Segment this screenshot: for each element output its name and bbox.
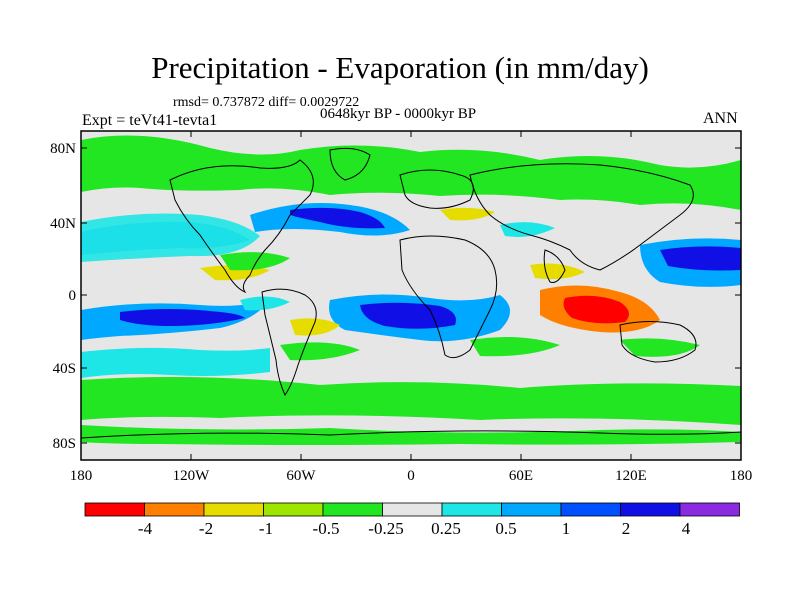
colorbar-swatch [84, 502, 145, 517]
coast-greenland [329, 147, 371, 181]
colorbar-label: 0.25 [431, 519, 461, 538]
field-yellow-subtrop-2 [290, 318, 340, 336]
lon-label-120e: 120E [615, 468, 647, 484]
coast-asia [469, 163, 694, 271]
lon-label-120w: 120W [172, 468, 210, 484]
lat-label-40s: 40S [52, 361, 76, 377]
lon-label-180e: 180 [729, 468, 753, 484]
colorbar-label: 4 [681, 519, 691, 538]
lat-ticks [81, 147, 741, 444]
colorbar-swatch [501, 502, 562, 517]
colorbar-swatch [620, 502, 681, 517]
field-south-green [81, 376, 741, 425]
lat-label-40n: 40N [50, 216, 76, 232]
coast-india [543, 249, 566, 283]
field-itcz-pacific-dark [120, 309, 245, 326]
lon-label-60e: 60E [508, 468, 534, 484]
coast-europe [399, 169, 474, 209]
field-green-trop-3 [470, 336, 560, 357]
field-npacific-cyan [81, 213, 260, 262]
coast-north-america [169, 159, 314, 294]
colorbar-label: 0.5 [495, 519, 517, 538]
colorbar-label: -0.5 [312, 519, 340, 538]
colorbar-swatch [263, 502, 324, 517]
colorbar-label: 2 [621, 519, 631, 538]
colorbar-swatch [203, 502, 264, 517]
field-green-trop-2 [280, 342, 360, 361]
field-arctic-green [81, 135, 741, 210]
season-label: ANN [703, 110, 738, 127]
field-natlantic-dark [290, 207, 385, 229]
field-wpacific-dark [660, 246, 741, 271]
colorbar-label: -1 [258, 519, 274, 538]
coast-south-america [261, 288, 317, 396]
field-yellow-subtrop-3 [440, 207, 495, 221]
lon-ticks [80, 131, 742, 460]
colorbar-swatch [382, 502, 443, 517]
coast-australia [619, 321, 697, 363]
field-antarctic [81, 425, 741, 445]
lat-label-80s: 80S [52, 436, 76, 452]
field-indian-core [563, 295, 629, 324]
field-south-blue [81, 347, 270, 378]
field-green-trop-1 [220, 252, 290, 271]
field-green-trop-4 [620, 338, 700, 357]
lat-label-0: 0 [68, 288, 77, 304]
coast-africa [399, 235, 498, 359]
period-text: 0648kyr BP - 0000kyr BP [320, 106, 477, 122]
lon-label-180w: 180 [69, 468, 93, 484]
coastlines [81, 147, 741, 439]
field-contours [81, 135, 741, 445]
colorbar-label: 1 [561, 519, 571, 538]
field-atlantic-itcz-dark [360, 302, 456, 329]
lon-label-60w: 60W [286, 468, 316, 484]
colorbar-swatch [144, 502, 205, 517]
lon-label-0: 0 [407, 468, 415, 484]
stats-text: rmsd= 0.737872 diff= 0.0029722 [173, 95, 360, 110]
colorbar-swatch [322, 502, 383, 517]
field-cyan-1 [500, 222, 555, 237]
plot-title: Precipitation - Evaporation (in mm/day) [151, 50, 649, 85]
coast-antarctica [81, 430, 741, 439]
colorbar-swatch [441, 502, 502, 517]
colorbar-label: -4 [137, 519, 153, 538]
colorbar [84, 502, 740, 517]
colorbar-label: -2 [198, 519, 214, 538]
field-cyan-2 [240, 296, 290, 311]
colorbar-swatch [679, 502, 740, 517]
lat-label-80n: 80N [50, 141, 76, 157]
field-yellow-indian [530, 263, 585, 280]
experiment-label: Expt = teVt41-tevta1 [82, 112, 218, 129]
colorbar-label: -0.25 [368, 519, 404, 538]
colorbar-swatch [560, 502, 621, 517]
